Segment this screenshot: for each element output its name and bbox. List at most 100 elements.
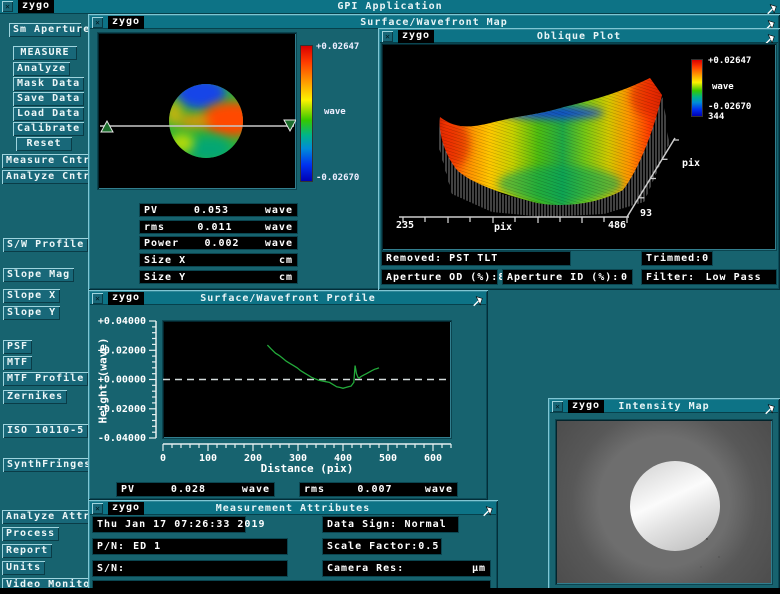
- oblique-x-min: 235: [396, 220, 415, 231]
- sidebar-button-reset[interactable]: Reset: [16, 137, 72, 151]
- close-icon[interactable]: ✕: [92, 293, 103, 304]
- scale-factor-value: 0.5: [418, 541, 440, 552]
- scan-line-right-handle[interactable]: [283, 119, 297, 133]
- window-title: Measurement Attributes: [215, 503, 371, 514]
- timestamp-text: Thu Jan 17 07:26:33 2019: [97, 519, 266, 530]
- filter-field[interactable]: Filter: Low Pass: [642, 270, 776, 284]
- attributes-titlebar[interactable]: ✕ zygo Measurement Attributes: [90, 502, 496, 517]
- removed-field[interactable]: Removed: PST TLT: [382, 252, 570, 265]
- stat-row-rms: rms 0.011 wave: [140, 221, 297, 233]
- zygo-logo: zygo: [18, 0, 55, 13]
- close-icon[interactable]: ✕: [92, 503, 103, 514]
- pin-icon[interactable]: [764, 16, 776, 31]
- profile-plot-area[interactable]: [163, 321, 451, 438]
- close-icon[interactable]: ✕: [92, 17, 103, 28]
- sidebar-button-synthfringes[interactable]: SynthFringes: [3, 458, 96, 472]
- comment-field[interactable]: [93, 581, 490, 592]
- sidebar-button-analyze[interactable]: Analyze: [13, 62, 71, 76]
- timestamp-field[interactable]: Thu Jan 17 07:26:33 2019: [93, 517, 265, 532]
- window-title: Surface/Wavefront Map: [360, 17, 508, 28]
- close-icon[interactable]: ✕: [382, 31, 393, 42]
- wavefront-map-image: [100, 84, 297, 158]
- sidebar-button-sm-aperture[interactable]: Sm Aperture: [9, 23, 89, 37]
- oblique-surface-image: [399, 78, 679, 223]
- sidebar-button-slope-x[interactable]: Slope X: [3, 289, 61, 303]
- filter-label: Filter:: [646, 271, 696, 283]
- root-titlebar[interactable]: ✕ zygo GPI Application: [0, 0, 780, 15]
- scan-line-left-handle[interactable]: [100, 119, 114, 133]
- oblique-plot-window: ✕ zygo Oblique Plot: [378, 28, 780, 290]
- sn-label: S/N:: [97, 563, 126, 574]
- intensity-image[interactable]: [556, 420, 772, 584]
- data-sign-label: Data Sign:: [327, 519, 398, 530]
- pin-icon[interactable]: [766, 0, 778, 15]
- pv-units: wave: [241, 484, 270, 495]
- sidebar-button-psf[interactable]: PSF: [3, 340, 33, 354]
- sidebar-button-analyze-attr[interactable]: Analyze Attr: [2, 510, 95, 524]
- sidebar-button-slope-mag[interactable]: Slope Mag: [3, 268, 75, 282]
- window-title: Surface/Wavefront Profile: [200, 293, 376, 304]
- stat-label: Size X: [144, 254, 187, 266]
- zygo-logo: zygo: [398, 30, 435, 43]
- sw-map-titlebar[interactable]: ✕ zygo Surface/Wavefront Map: [90, 16, 778, 31]
- window-title: Oblique Plot: [536, 31, 622, 42]
- sidebar-button-calibrate[interactable]: Calibrate: [13, 122, 85, 136]
- sidebar-button-mask-data[interactable]: Mask Data: [13, 77, 85, 91]
- data-sign-field[interactable]: Data Sign: Normal: [323, 517, 458, 532]
- sidebar-button-save-data[interactable]: Save Data: [13, 92, 85, 106]
- stat-units: cm: [278, 271, 293, 283]
- trimmed-field[interactable]: Trimmed: 0: [642, 252, 712, 265]
- sidebar-button-measure[interactable]: MEASURE: [13, 46, 77, 60]
- sidebar-button-slope-y[interactable]: Slope Y: [3, 306, 61, 320]
- pin-icon[interactable]: [764, 400, 776, 415]
- sidebar-button-zernikes[interactable]: Zernikes: [3, 390, 68, 404]
- stat-label: rms: [144, 221, 166, 233]
- stat-label: Power: [144, 237, 180, 249]
- rms-label: rms: [304, 484, 326, 495]
- camera-res-field[interactable]: Camera Res: µm: [323, 561, 490, 576]
- stat-row-size-y: Size Y cm: [140, 271, 297, 283]
- oblique-titlebar[interactable]: ✕ zygo Oblique Plot: [380, 30, 778, 45]
- stat-units: wave: [264, 204, 293, 216]
- sidebar-button-iso-10110-5[interactable]: ISO 10110-5: [3, 424, 89, 438]
- part-number-field[interactable]: P/N: ED 1: [93, 539, 287, 554]
- pn-label: P/N:: [97, 541, 126, 552]
- measurement-attributes-window: ✕ zygo Measurement Attributes Thu Jan 17…: [88, 500, 498, 592]
- oblique-x-max: 486: [608, 220, 627, 231]
- oblique-colorbar-units: wave: [712, 82, 734, 92]
- intensity-titlebar[interactable]: ✕ zygo Intensity Map: [550, 400, 778, 415]
- map-colorbar-max: +0.02647: [316, 42, 360, 52]
- aperture-id-field[interactable]: Aperture ID (%): 0: [503, 270, 632, 284]
- profile-rms-field: rms 0.007 wave: [300, 483, 457, 496]
- close-icon[interactable]: ✕: [2, 1, 13, 12]
- sidebar-button-measure-cntrl[interactable]: Measure Cntrl: [2, 154, 102, 168]
- sidebar-button-report[interactable]: Report: [2, 544, 53, 558]
- map-colorbar: [301, 46, 312, 181]
- wavefront-map-plot[interactable]: [98, 33, 297, 189]
- sidebar-button-process[interactable]: Process: [2, 527, 60, 541]
- map-colorbar-units: wave: [324, 107, 346, 117]
- stat-label: PV: [144, 204, 159, 216]
- close-icon[interactable]: ✕: [552, 401, 563, 412]
- serial-number-field[interactable]: S/N:: [93, 561, 287, 576]
- sidebar-button-analyze-cntrl[interactable]: Analyze Cntrl: [2, 170, 102, 184]
- sidebar-button-units[interactable]: Units: [2, 561, 46, 575]
- oblique-plot-area[interactable]: 235 pix 486 93 pix +0.02647 wave -0.0267…: [382, 44, 776, 250]
- scale-factor-field[interactable]: Scale Factor: 0.5: [323, 539, 441, 554]
- stat-value: 0.011: [197, 221, 233, 233]
- sidebar-button-sw-profile[interactable]: S/W Profile: [3, 238, 89, 252]
- sidebar-button-load-data[interactable]: Load Data: [13, 107, 85, 121]
- aperture-od-field[interactable]: Aperture OD (%): 85: [382, 270, 511, 284]
- sidebar-button-mtf-profile[interactable]: MTF Profile: [3, 372, 89, 386]
- intensity-specks: [706, 538, 708, 540]
- rms-value: 0.007: [357, 484, 393, 495]
- pin-icon[interactable]: [472, 292, 484, 307]
- window-title: Intensity Map: [618, 401, 710, 412]
- pin-icon[interactable]: [482, 502, 494, 517]
- pin-icon[interactable]: [764, 30, 776, 45]
- zygo-logo: zygo: [108, 292, 145, 305]
- trimmed-value: 0: [702, 253, 710, 264]
- profile-titlebar[interactable]: ✕ zygo Surface/Wavefront Profile: [90, 292, 486, 307]
- sidebar-button-mtf[interactable]: MTF: [3, 356, 33, 370]
